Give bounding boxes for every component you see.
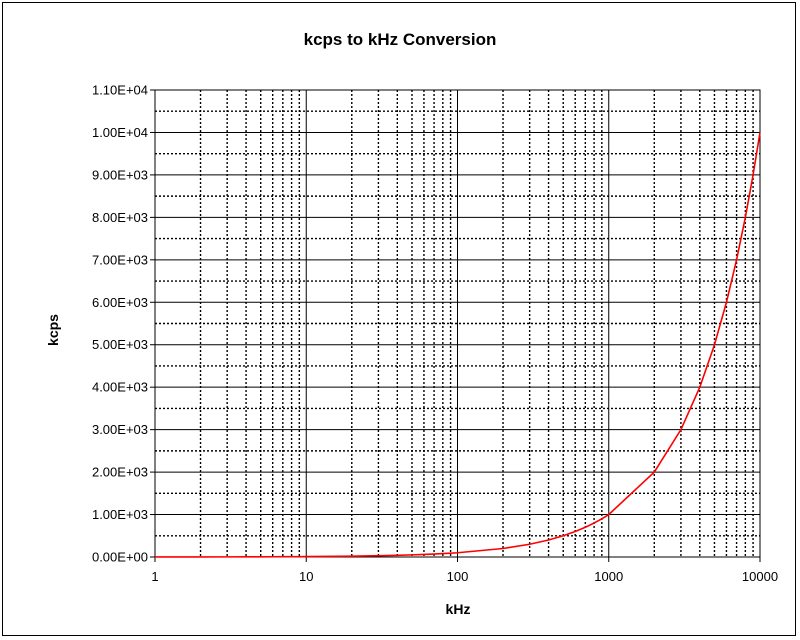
y-tick-label: 8.00E+03 — [92, 210, 148, 225]
y-tick-label: 4.00E+03 — [92, 380, 148, 395]
plot-area: 0.00E+00 1.00E+03 2.00E+03 3.00E+03 4.00E+03… — [92, 83, 778, 585]
y-axis-label: kcps — [45, 314, 61, 346]
y-tick-label: 1.10E+04 — [92, 83, 148, 98]
y-tick-label: 6.00E+03 — [92, 295, 148, 310]
y-tick-label: 2.00E+03 — [92, 465, 148, 480]
y-tick-label: 1.00E+03 — [92, 507, 148, 522]
y-tick-label: 0.00E+00 — [92, 550, 148, 565]
y-tick-label: 9.00E+03 — [92, 167, 148, 182]
x-tick-label: 10000 — [742, 569, 778, 584]
x-tick-label: 1000 — [594, 569, 623, 584]
y-tick-label: 3.00E+03 — [92, 422, 148, 437]
y-tick-label: 7.00E+03 — [92, 252, 148, 267]
chart-title: kcps to kHz Conversion — [304, 30, 497, 49]
y-tick-label: 1.00E+04 — [92, 125, 148, 140]
x-tick-label: 100 — [447, 569, 469, 584]
series-line — [154, 132, 761, 558]
y-tick-label: 5.00E+03 — [92, 337, 148, 352]
x-axis-label: kHz — [446, 601, 471, 617]
x-tick-label: 1 — [151, 569, 158, 584]
x-tick-label: 10 — [299, 569, 313, 584]
